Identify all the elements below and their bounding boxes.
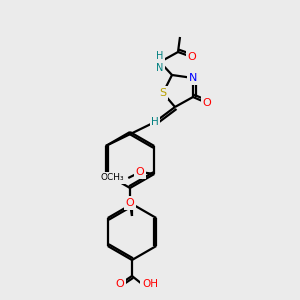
Text: O: O: [188, 52, 196, 62]
Text: OCH₃: OCH₃: [100, 173, 124, 182]
Text: O: O: [116, 279, 124, 289]
Text: N: N: [189, 73, 197, 83]
Text: S: S: [159, 88, 167, 98]
Text: O: O: [202, 98, 211, 108]
Text: O: O: [126, 198, 134, 208]
Text: H
N: H N: [156, 51, 164, 73]
Text: H: H: [151, 117, 159, 127]
Text: O: O: [136, 167, 145, 177]
Text: OH: OH: [142, 279, 158, 289]
